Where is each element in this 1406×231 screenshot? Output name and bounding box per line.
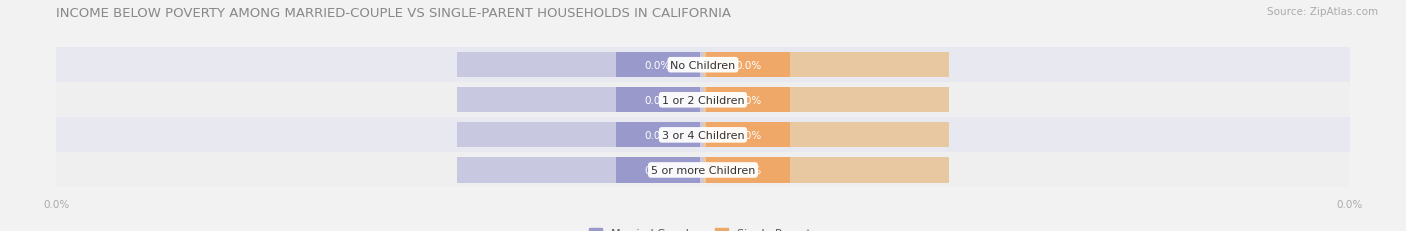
Text: 0.0%: 0.0% (735, 95, 762, 105)
Bar (703, 88, 949, 113)
Bar (56, 118, 1350, 153)
Bar (457, 158, 703, 183)
Text: 1 or 2 Children: 1 or 2 Children (662, 95, 744, 105)
Text: 0.0%: 0.0% (735, 130, 762, 140)
Text: 0.0%: 0.0% (644, 130, 671, 140)
Bar (56, 153, 1350, 188)
Bar (703, 53, 949, 78)
Text: 3 or 4 Children: 3 or 4 Children (662, 130, 744, 140)
Text: Source: ZipAtlas.com: Source: ZipAtlas.com (1267, 7, 1378, 17)
Bar (457, 123, 703, 148)
Text: 0.0%: 0.0% (735, 165, 762, 175)
Bar (706, 88, 790, 113)
Bar (56, 48, 1350, 83)
Bar (616, 53, 700, 78)
Text: 0.0%: 0.0% (644, 165, 671, 175)
Bar (703, 158, 949, 183)
Bar (616, 123, 700, 148)
Text: 0.0%: 0.0% (644, 95, 671, 105)
Text: No Children: No Children (671, 61, 735, 70)
Bar (706, 53, 790, 78)
Bar (616, 88, 700, 113)
Text: INCOME BELOW POVERTY AMONG MARRIED-COUPLE VS SINGLE-PARENT HOUSEHOLDS IN CALIFOR: INCOME BELOW POVERTY AMONG MARRIED-COUPL… (56, 7, 731, 20)
Bar (703, 123, 949, 148)
Bar (616, 158, 700, 183)
Legend: Married Couples, Single Parents: Married Couples, Single Parents (589, 228, 817, 231)
Bar (706, 123, 790, 148)
Text: 0.0%: 0.0% (644, 61, 671, 70)
Text: 0.0%: 0.0% (735, 61, 762, 70)
Bar (706, 158, 790, 183)
Bar (56, 83, 1350, 118)
Bar (457, 88, 703, 113)
Bar (457, 53, 703, 78)
Text: 5 or more Children: 5 or more Children (651, 165, 755, 175)
